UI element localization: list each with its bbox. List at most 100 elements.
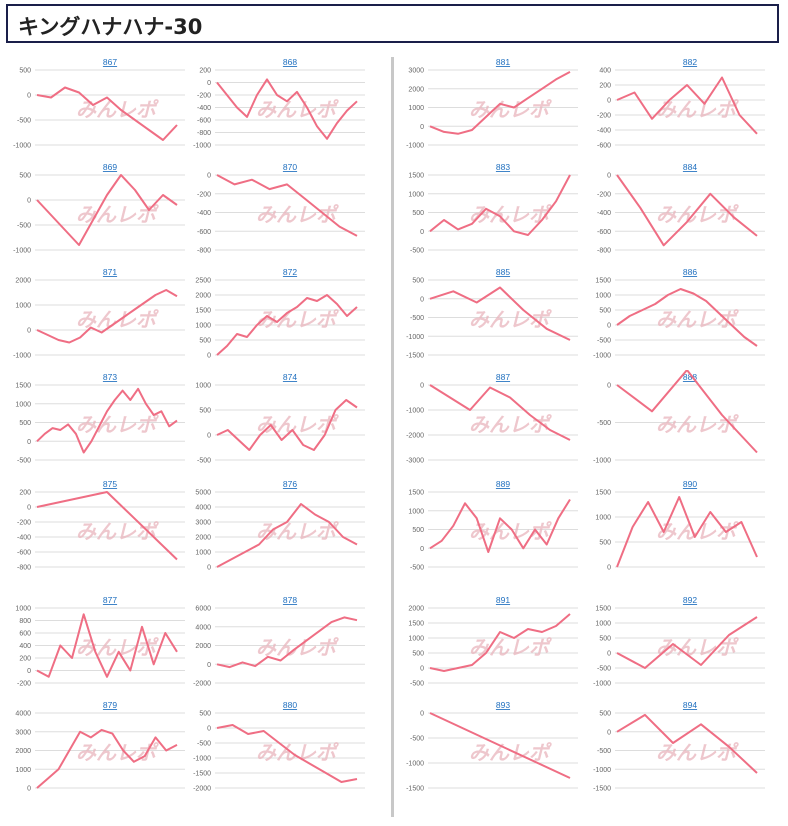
chart-title-link[interactable]: 877 xyxy=(103,595,117,605)
series-line xyxy=(216,399,358,451)
chart-title-link[interactable]: 875 xyxy=(103,479,117,489)
chart-title-link[interactable]: 889 xyxy=(496,479,510,489)
y-tick-label: -600 xyxy=(197,118,211,125)
chart-title-link[interactable]: 892 xyxy=(683,595,697,605)
y-tick-label: 500 xyxy=(19,68,31,75)
series-line xyxy=(36,387,178,454)
y-tick-label: -1500 xyxy=(406,786,424,793)
y-tick-label: 0 xyxy=(607,383,611,390)
y-tick-label: 0 xyxy=(420,666,424,673)
chart-title-link[interactable]: 876 xyxy=(283,479,297,489)
chart-title-link[interactable]: 894 xyxy=(683,700,697,710)
watermark-logo: みんレポ xyxy=(469,521,552,544)
y-tick-label: -1000 xyxy=(13,143,31,150)
y-tick-label: 500 xyxy=(19,173,31,180)
y-tick-label: 0 xyxy=(207,662,211,669)
chart-title-link[interactable]: 874 xyxy=(283,372,297,382)
y-tick-label: 0 xyxy=(207,353,211,360)
y-tick-label: 0 xyxy=(420,546,424,553)
y-tick-label: 3000 xyxy=(195,520,211,527)
y-tick-label: 4000 xyxy=(15,711,31,718)
chart-title-link[interactable]: 888 xyxy=(683,372,697,382)
watermark-logo: みんレポ xyxy=(469,204,552,227)
y-tick-label: 1000 xyxy=(408,508,424,515)
chart-title-link[interactable]: 885 xyxy=(496,267,510,277)
y-tick-label: -500 xyxy=(17,223,31,230)
y-tick-label: -200 xyxy=(17,520,31,527)
y-tick-label: -500 xyxy=(197,458,211,465)
series-line xyxy=(616,370,758,454)
y-tick-label: -1000 xyxy=(193,756,211,763)
series-line xyxy=(36,613,178,678)
chart-title-link[interactable]: 871 xyxy=(103,267,117,277)
chart-title-link[interactable]: 893 xyxy=(496,700,510,710)
y-tick-label: 500 xyxy=(599,308,611,315)
series-line xyxy=(429,71,571,135)
chart-title-link[interactable]: 879 xyxy=(103,700,117,710)
y-tick-label: 2500 xyxy=(195,278,211,285)
chart-title-link[interactable]: 890 xyxy=(683,479,697,489)
y-tick-label: 1500 xyxy=(595,606,611,613)
y-tick-label: 1000 xyxy=(595,621,611,628)
y-tick-label: 1000 xyxy=(408,636,424,643)
y-tick-label: 0 xyxy=(607,651,611,658)
chart-887: 887 0 -1000 -2000 -3000 みんレポ xyxy=(406,372,578,465)
y-tick-label: 600 xyxy=(19,631,31,638)
chart-884: 884 0 -200 -400 -600 -800 みんレポ xyxy=(597,162,765,255)
chart-title-link[interactable]: 887 xyxy=(496,372,510,382)
y-tick-label: 0 xyxy=(27,328,31,335)
y-tick-label: 1500 xyxy=(595,490,611,497)
y-tick-label: -800 xyxy=(17,565,31,572)
chart-title-link[interactable]: 880 xyxy=(283,700,297,710)
chart-title-link[interactable]: 891 xyxy=(496,595,510,605)
y-tick-label: 1500 xyxy=(408,173,424,180)
y-tick-label: 1000 xyxy=(15,606,31,613)
chart-title-link[interactable]: 881 xyxy=(496,57,510,67)
watermark-logo: みんレポ xyxy=(469,637,552,660)
series-line xyxy=(216,174,358,237)
series-line xyxy=(429,498,571,553)
y-tick-label: 1500 xyxy=(408,621,424,628)
y-tick-label: 0 xyxy=(27,668,31,675)
chart-889: 889 1500 1000 500 0 -500 みんレポ xyxy=(408,479,578,572)
y-tick-label: -2000 xyxy=(406,433,424,440)
chart-title-link[interactable]: 883 xyxy=(496,162,510,172)
y-tick-label: 500 xyxy=(199,711,211,718)
column-divider xyxy=(391,57,394,817)
chart-881: 881 3000 2000 1000 0 -1000 みんレポ xyxy=(406,57,578,150)
chart-885: 885 500 0 -500 -1000 -1500 みんレポ xyxy=(406,267,578,360)
y-tick-label: -1000 xyxy=(593,767,611,774)
watermark-logo: みんレポ xyxy=(656,414,739,437)
y-tick-label: -500 xyxy=(410,565,424,572)
chart-title-link[interactable]: 884 xyxy=(683,162,697,172)
y-tick-label: 2000 xyxy=(408,86,424,93)
y-tick-label: -1500 xyxy=(406,353,424,360)
y-tick-label: 0 xyxy=(27,93,31,100)
series-line xyxy=(216,294,358,356)
y-tick-label: 0 xyxy=(607,323,611,330)
chart-title-link[interactable]: 882 xyxy=(683,57,697,67)
chart-title-link[interactable]: 886 xyxy=(683,267,697,277)
y-tick-label: 1500 xyxy=(195,308,211,315)
chart-title-link[interactable]: 870 xyxy=(283,162,297,172)
chart-883: 883 1500 1000 500 0 -500 みんレポ xyxy=(408,162,578,255)
chart-title-link[interactable]: 872 xyxy=(283,267,297,277)
y-tick-label: 1000 xyxy=(595,293,611,300)
watermark-logo: みんレポ xyxy=(76,521,159,544)
page-title-box: キングハナハナ-30 xyxy=(6,4,779,43)
y-tick-label: -2000 xyxy=(193,786,211,793)
y-tick-label: -200 xyxy=(597,113,611,120)
series-line xyxy=(616,496,758,568)
chart-title-link[interactable]: 873 xyxy=(103,372,117,382)
y-tick-label: -500 xyxy=(410,681,424,688)
y-tick-label: 0 xyxy=(420,229,424,236)
chart-title-link[interactable]: 868 xyxy=(283,57,297,67)
y-tick-label: 500 xyxy=(199,338,211,345)
chart-title-link[interactable]: 867 xyxy=(103,57,117,67)
y-tick-label: 1500 xyxy=(15,383,31,390)
chart-title-link[interactable]: 878 xyxy=(283,595,297,605)
chart-title-link[interactable]: 869 xyxy=(103,162,117,172)
y-tick-label: 0 xyxy=(207,433,211,440)
y-tick-label: 500 xyxy=(199,408,211,415)
y-tick-label: -600 xyxy=(17,550,31,557)
